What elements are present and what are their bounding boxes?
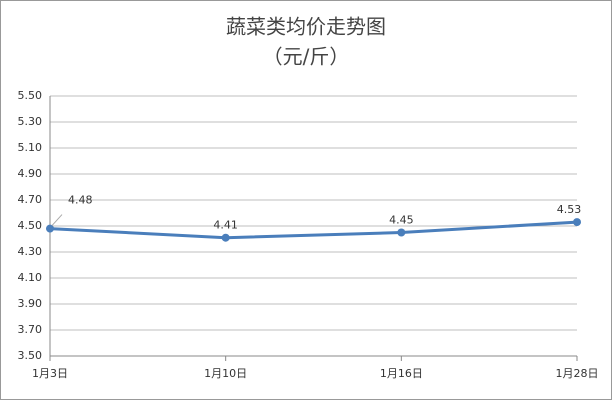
y-tick-label: 4.90 xyxy=(18,167,43,180)
data-label: 4.48 xyxy=(68,194,93,207)
x-tick-label: 1月3日 xyxy=(32,367,68,380)
y-tick-label: 4.10 xyxy=(18,271,43,284)
y-tick-label: 4.30 xyxy=(18,245,43,258)
data-label: 4.45 xyxy=(389,214,414,227)
data-label: 4.41 xyxy=(213,219,238,232)
label-leader xyxy=(51,214,63,226)
line-series xyxy=(49,220,578,240)
point xyxy=(221,233,230,242)
data-label: 4.53 xyxy=(557,203,582,216)
point xyxy=(397,228,406,237)
y-tick-label: 3.90 xyxy=(18,297,43,310)
x-tick-label: 1月28日 xyxy=(556,367,599,380)
x-tick-label: 1月16日 xyxy=(380,367,423,380)
y-tick-label: 3.70 xyxy=(18,323,43,336)
chart-title: 蔬菜类均价走势图 xyxy=(226,15,386,39)
point xyxy=(573,218,581,227)
y-tick-label: 5.30 xyxy=(18,115,43,128)
y-tick-label: 4.50 xyxy=(18,219,43,232)
point xyxy=(46,224,54,233)
y-tick-label: 3.50 xyxy=(18,349,43,362)
y-tick-label: 5.50 xyxy=(18,89,43,102)
chart-subtitle: （元/斤） xyxy=(263,45,350,69)
y-tick-label: 5.10 xyxy=(18,141,43,154)
x-tick-label: 1月10日 xyxy=(204,367,247,380)
y-tick-label: 4.70 xyxy=(18,193,43,206)
